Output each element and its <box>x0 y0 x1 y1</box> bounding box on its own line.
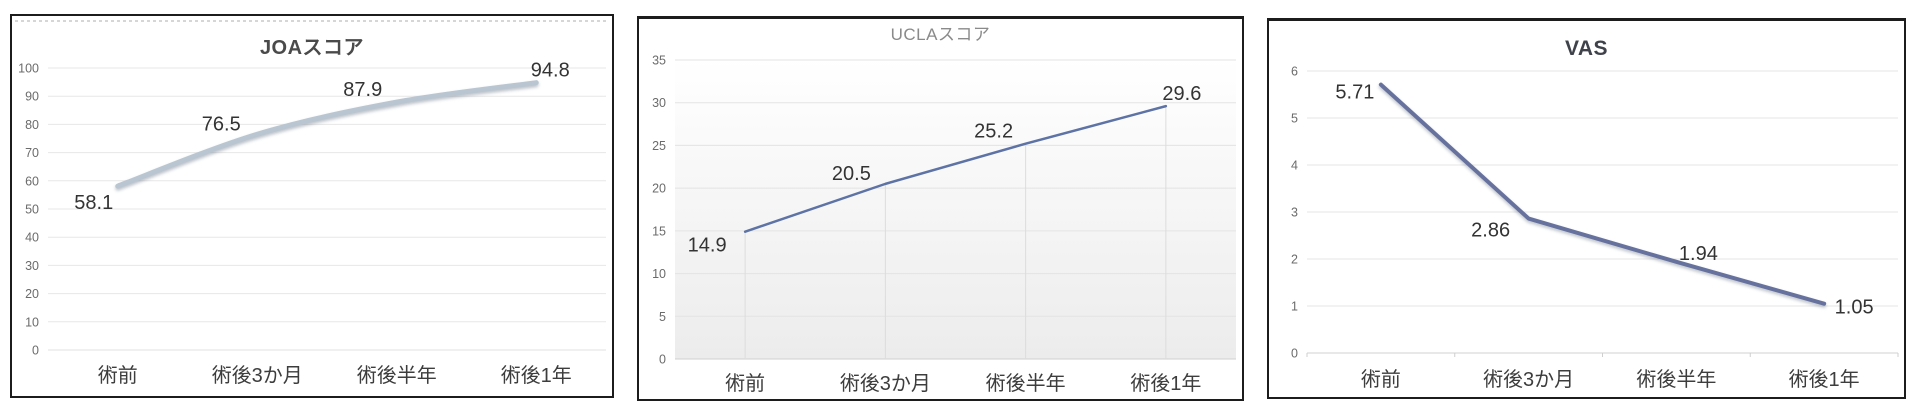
data-label: 87.9 <box>343 79 382 101</box>
y-tick-label: 35 <box>652 54 666 68</box>
y-tick-label: 100 <box>18 62 39 76</box>
data-label: 29.6 <box>1162 83 1201 105</box>
x-category-label: 術後半年 <box>357 364 437 387</box>
series-line <box>1378 82 1827 306</box>
series-line <box>115 80 539 189</box>
y-tick-label: 6 <box>1291 65 1298 79</box>
vas-line-chart: 0 1 2 3 4 5 6 5.71 2.86 1.94 1.05 術前 術後3か月 術後半年 術後1年 <box>1291 65 1899 391</box>
y-tick-label: 1 <box>1291 300 1298 314</box>
x-category-label: 術後1年 <box>1789 368 1860 391</box>
y-tick-label: 20 <box>25 287 39 301</box>
y-tick-label: 5 <box>659 310 666 324</box>
y-tick-label: 20 <box>652 182 666 196</box>
x-category-label: 術後半年 <box>1636 368 1716 391</box>
series-line <box>743 104 1168 233</box>
y-tick-label: 40 <box>25 231 39 245</box>
y-tick-label: 3 <box>1291 206 1298 220</box>
data-label: 1.94 <box>1679 243 1718 265</box>
ucla-line-chart: 0 5 10 15 20 25 30 35 14.9 20.5 25.2 29.6 術前 術後3か月 術後半… <box>652 54 1236 395</box>
data-label: 94.8 <box>531 60 570 82</box>
y-tick-label: 4 <box>1291 159 1298 173</box>
chart-title-ucla: UCLAスコア <box>890 25 991 44</box>
data-label: 14.9 <box>688 235 727 257</box>
y-tick-label: 30 <box>652 96 666 110</box>
x-category-label: 術後半年 <box>986 372 1066 395</box>
chart-panel-ucla: UCLAスコア 0 5 10 15 20 25 30 35 14.9 20.5 25.2 29.6 術前… <box>637 16 1244 401</box>
data-label: 5.71 <box>1335 82 1374 104</box>
y-tick-label: 5 <box>1291 112 1298 126</box>
chart-title-vas: VAS <box>1564 37 1609 60</box>
x-category-label: 術後1年 <box>1130 372 1201 395</box>
y-tick-label: 0 <box>32 344 39 358</box>
data-label: 2.86 <box>1471 220 1510 242</box>
x-category-label: 術後3か月 <box>212 364 303 387</box>
plot-area-gradient <box>675 58 1236 359</box>
y-tick-label: 25 <box>652 139 666 153</box>
y-tick-label: 2 <box>1291 253 1298 267</box>
data-label: 1.05 <box>1835 297 1874 319</box>
y-tick-label: 50 <box>25 203 39 217</box>
y-tick-label: 70 <box>25 146 39 160</box>
data-label: 76.5 <box>202 113 241 135</box>
x-category-label: 術後3か月 <box>1483 368 1574 391</box>
y-tick-label: 60 <box>25 174 39 188</box>
y-tick-label: 80 <box>25 118 39 132</box>
x-category-label: 術後1年 <box>501 364 572 387</box>
y-tick-label: 10 <box>652 267 666 281</box>
x-category-label: 術前 <box>1361 368 1401 391</box>
y-tick-label: 15 <box>652 224 666 238</box>
data-label: 25.2 <box>974 121 1013 143</box>
y-tick-label: 10 <box>25 315 39 329</box>
x-category-label: 術後3か月 <box>840 372 931 395</box>
x-category-label: 術前 <box>98 364 138 387</box>
y-tick-label: 90 <box>25 90 39 104</box>
y-tick-label: 0 <box>1291 347 1298 361</box>
data-label: 58.1 <box>74 192 113 214</box>
chart-panel-vas: VAS 0 1 2 3 4 5 6 5.71 2.86 1.94 1.05 術前 術後3か月 術後半年 術後… <box>1267 18 1906 399</box>
data-label: 20.5 <box>832 163 871 185</box>
x-category-label: 術前 <box>725 372 765 395</box>
joa-line-chart: 0 10 20 30 40 50 60 70 80 90 100 58.1 76.5 87.9 94.8 術前… <box>15 20 609 387</box>
chart-panel-joa: JOAスコア 0 10 20 30 40 50 60 70 80 90 100 58.1 76.5 87.… <box>10 14 614 398</box>
y-tick-label: 0 <box>659 353 666 367</box>
y-tick-label: 30 <box>25 259 39 273</box>
chart-title-joa: JOAスコア <box>259 37 365 59</box>
